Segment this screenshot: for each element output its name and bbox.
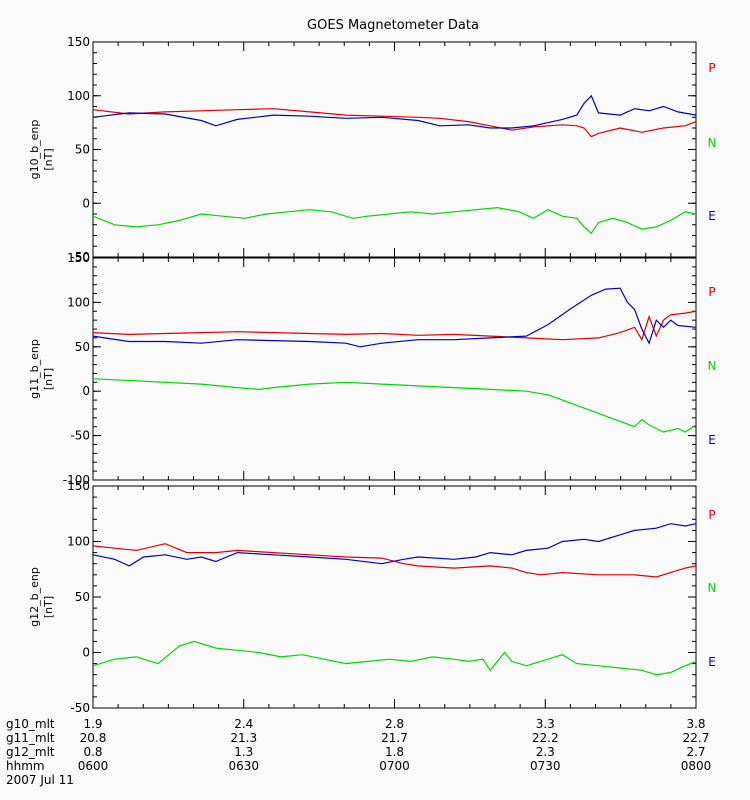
legend-N: N [708,136,717,150]
footer-row-label: g12_mlt [6,745,55,759]
footer-cell: 0.8 [83,745,102,759]
y-tick-label: 0 [82,384,90,398]
footer-cell: 22.2 [532,731,559,745]
panel-2: -100 -50 0 50 100 150 g11_b_enp [nT] P N E [28,251,716,487]
y-tick-label: 150 [67,479,90,493]
footer-cell: 2.7 [686,745,705,759]
footer-cell: 0630 [228,759,259,773]
y-tick-label: -100 [63,473,90,487]
panel-1: -50 0 50 100 150 g10_b_enp [nT] P N E [28,35,716,264]
y-tick-label: 0 [82,646,90,660]
y-axis-label: g11_b_enp [28,339,41,399]
footer-cell: 2.8 [385,717,404,731]
footer-cell: 22.7 [683,731,710,745]
legend-P: P [708,285,715,299]
panel-frame [92,257,697,481]
legend-E: E [708,209,716,223]
footer-cell: 1.3 [234,745,253,759]
panel-frame [92,485,697,709]
footer-cell: 1.8 [385,745,404,759]
footer-cell: 1.9 [83,717,102,731]
footer-cell: 0600 [78,759,109,773]
legend-N: N [708,581,717,595]
y-tick-label: 50 [75,143,90,157]
footer-cell: 21.3 [230,731,257,745]
legend-P: P [708,61,715,75]
footer-row-label: g11_mlt [6,731,55,745]
footer-cell: 0700 [379,759,410,773]
footer-date: 2007 Jul 11 [6,773,74,787]
y-axis-unit: [nT] [42,148,55,170]
y-tick-label: -50 [70,250,90,264]
y-tick-label: 100 [67,89,90,103]
footer-cell: 21.7 [381,731,408,745]
y-tick-label: 150 [67,251,90,265]
series-line-E [92,287,697,348]
footer-row-label: g10_mlt [6,717,55,731]
y-axis-unit: [nT] [42,596,55,618]
footer-cell: 3.3 [536,717,555,731]
footer-cell: 2.3 [536,745,555,759]
series-line-P [92,310,697,342]
y-tick-label: 50 [75,340,90,354]
footer-row-label: hhmm [6,759,45,773]
legend-N: N [708,359,717,373]
y-axis-label: g10_b_enp [28,120,41,180]
panel-frame [92,41,697,258]
footer-cell: 20.8 [80,731,107,745]
panel-3: -50 0 50 100 150 g12_b_enp [nT] P N E [28,479,716,715]
footer-cell: 0800 [681,759,712,773]
y-tick-label: 100 [67,535,90,549]
y-tick-label: 50 [75,590,90,604]
chart-title: GOES Magnetometer Data [307,18,479,33]
y-tick-label: 150 [67,35,90,49]
legend-E: E [708,655,716,669]
series-line-E [92,94,697,129]
series-line-P [92,108,697,138]
series-line-N [92,378,697,433]
series-line-E [92,523,697,567]
legend-E: E [708,433,716,447]
y-axis-label: g12_b_enp [28,567,41,627]
y-axis-unit: [nT] [42,368,55,390]
footer-cell: 0730 [530,759,561,773]
y-tick-label: 0 [82,196,90,210]
footer-cell: 3.8 [686,717,705,731]
y-tick-label: -50 [70,429,90,443]
y-tick-label: 100 [67,295,90,309]
footer-cell: 2.4 [234,717,253,731]
series-line-P [92,543,697,578]
series-line-N [92,206,697,235]
footer-table: g10_mlt 1.9 2.4 2.8 3.3 3.8 g11_mlt 20.8 21.3 21.… [6,717,711,787]
y-tick-label: -50 [70,701,90,715]
legend-P: P [708,508,715,522]
series-line-N [92,640,697,676]
